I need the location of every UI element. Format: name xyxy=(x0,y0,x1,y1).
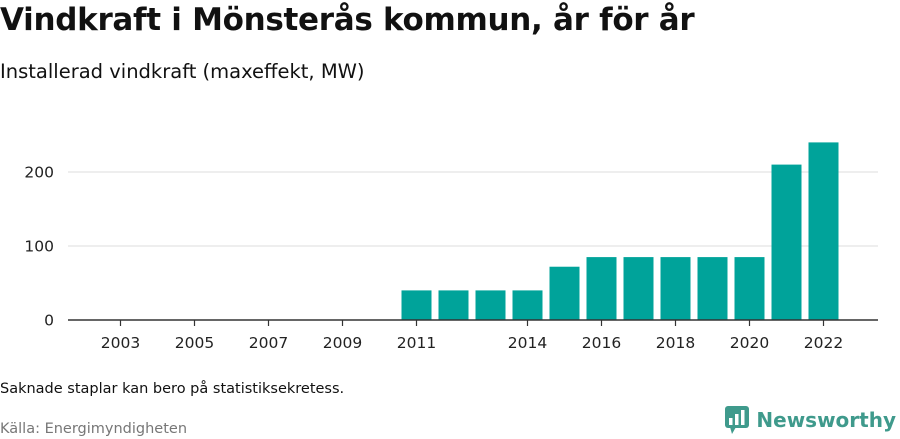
bar xyxy=(475,290,506,320)
bar-chart: 0 100 200 2003 2005 2007 2009 2011 2014 2016 2018 2… xyxy=(24,142,878,352)
chart-subtitle: Installerad vindkraft (maxeffekt, MW) xyxy=(0,60,365,83)
x-tick-label: 2022 xyxy=(804,334,843,352)
source-text: Källa: Energimyndigheten xyxy=(0,421,188,437)
bar xyxy=(697,257,728,320)
footnote: Saknade staplar kan bero på statistiksek… xyxy=(0,381,345,397)
x-tick-label: 2018 xyxy=(656,334,695,352)
x-tick-label: 2016 xyxy=(582,334,621,352)
chart-title: Vindkraft i Mönsterås kommun, år för år xyxy=(0,2,695,38)
x-tick-label: 2011 xyxy=(397,334,436,352)
newsworthy-logo-icon xyxy=(725,406,750,434)
x-tick-label: 2020 xyxy=(730,334,769,352)
bar xyxy=(734,257,765,320)
bar xyxy=(623,257,654,320)
bar xyxy=(771,164,802,320)
bar xyxy=(808,142,839,320)
bar xyxy=(549,266,580,320)
brand[interactable]: Newsworthy xyxy=(724,405,896,435)
y-tick-label: 200 xyxy=(24,164,54,182)
y-tick-label: 0 xyxy=(44,312,54,330)
bar xyxy=(660,257,691,320)
bar xyxy=(586,257,617,320)
x-tick-label: 2014 xyxy=(508,334,547,352)
x-tick-label: 2009 xyxy=(323,334,362,352)
x-tick-label: 2005 xyxy=(175,334,214,352)
x-tick-label: 2003 xyxy=(101,334,140,352)
bar xyxy=(512,290,543,320)
bar xyxy=(438,290,469,320)
bar xyxy=(401,290,432,320)
y-tick-label: 100 xyxy=(24,238,54,256)
brand-name: Newsworthy xyxy=(756,408,896,432)
x-tick-label: 2007 xyxy=(249,334,288,352)
